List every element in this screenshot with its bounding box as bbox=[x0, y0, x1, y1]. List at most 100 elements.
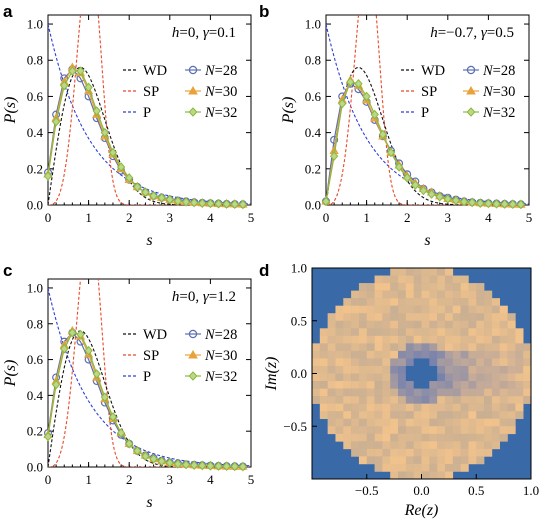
heatmap-cell bbox=[351, 373, 360, 382]
heatmap-cell bbox=[476, 441, 485, 450]
legend-entry: WD bbox=[143, 63, 167, 79]
heatmap-cell bbox=[358, 448, 368, 457]
y-tick-label: 0.4 bbox=[27, 125, 44, 140]
heatmap-cell bbox=[507, 313, 516, 322]
heatmap-cell bbox=[374, 328, 383, 337]
heatmap-cell bbox=[390, 343, 399, 352]
heatmap-cell bbox=[468, 313, 477, 322]
heatmap-cell bbox=[413, 456, 422, 465]
heatmap-cell bbox=[491, 365, 501, 374]
heatmap-cell bbox=[398, 403, 407, 412]
heatmap-cell bbox=[421, 335, 430, 344]
heatmap-cell bbox=[468, 396, 477, 404]
heatmap-cell bbox=[476, 350, 485, 359]
heatmap-cell bbox=[460, 328, 469, 337]
heatmap-cell bbox=[444, 350, 454, 359]
heatmap-cell bbox=[515, 328, 524, 337]
heatmap-cell bbox=[405, 350, 414, 359]
heatmap-cell bbox=[452, 290, 461, 299]
heatmap-cell bbox=[405, 298, 414, 306]
heatmap-cell bbox=[390, 305, 399, 314]
heatmap-cell bbox=[429, 411, 438, 420]
heatmap-cell bbox=[382, 313, 391, 322]
legend-entry: SP bbox=[421, 84, 437, 100]
heatmap-cell bbox=[366, 290, 375, 299]
plot-frame bbox=[47, 278, 252, 468]
heatmap-cell bbox=[476, 433, 485, 442]
y-tick-label: 0.4 bbox=[27, 388, 44, 403]
heatmap-cell bbox=[452, 350, 461, 359]
data-point bbox=[173, 459, 183, 469]
heatmap-cell bbox=[484, 290, 493, 299]
heatmap-cell bbox=[374, 365, 383, 374]
heatmap-cell bbox=[374, 463, 383, 472]
panel-annotation: h=0, γ=1.2 bbox=[172, 289, 236, 305]
heatmap-cell bbox=[358, 426, 368, 435]
heatmap-cell bbox=[452, 388, 461, 397]
y-tick-label: 0.8 bbox=[305, 53, 321, 68]
x-tick-label: 0 bbox=[323, 210, 330, 225]
heatmap-cell bbox=[327, 343, 336, 352]
heatmap-cell bbox=[327, 313, 336, 322]
heatmap-cell bbox=[499, 388, 508, 397]
heatmap-cell bbox=[390, 396, 399, 404]
data-point bbox=[198, 198, 207, 208]
heatmap-cell bbox=[507, 396, 516, 404]
legend-marker bbox=[188, 329, 198, 339]
x-tick-label: 0.5 bbox=[468, 483, 484, 498]
heatmap-cell bbox=[476, 328, 485, 337]
data-point bbox=[76, 329, 85, 340]
heatmap-cell bbox=[452, 283, 461, 291]
heatmap-cell bbox=[437, 335, 446, 344]
data-point bbox=[354, 79, 363, 89]
legend-marker bbox=[188, 349, 198, 359]
heatmap-cell bbox=[335, 320, 344, 329]
heatmap-cell bbox=[523, 343, 532, 352]
heatmap-cell bbox=[327, 381, 336, 389]
heatmap-cell bbox=[358, 388, 368, 397]
data-point bbox=[346, 77, 355, 87]
heatmap-cell bbox=[429, 433, 438, 442]
heatmap-cell bbox=[452, 305, 461, 314]
data-point bbox=[238, 199, 248, 210]
heatmap-cell bbox=[437, 313, 446, 322]
heatmap-cell bbox=[421, 283, 430, 291]
heatmap-cell bbox=[405, 463, 414, 472]
data-point bbox=[51, 379, 61, 390]
heatmap-cell bbox=[358, 441, 368, 450]
heatmap-cell bbox=[484, 396, 493, 404]
heatmap-cell bbox=[491, 411, 501, 420]
heatmap-cell bbox=[405, 268, 414, 276]
heatmap-cell bbox=[429, 290, 438, 299]
heatmap-cell bbox=[413, 328, 422, 337]
heatmap-cell bbox=[390, 358, 399, 367]
data-point bbox=[508, 199, 517, 210]
data-point bbox=[125, 173, 134, 183]
heatmap-cell bbox=[351, 335, 360, 344]
heatmap-cell bbox=[460, 343, 469, 352]
heatmap-cell bbox=[366, 403, 375, 412]
heatmap-cell bbox=[429, 373, 438, 382]
heatmap-cell bbox=[382, 441, 391, 450]
heatmap-cell bbox=[460, 305, 469, 314]
heatmap-cell bbox=[429, 268, 438, 276]
heatmap-cell bbox=[499, 305, 508, 314]
heatmap-cell bbox=[366, 456, 375, 465]
heatmap-cell bbox=[413, 373, 422, 382]
heatmap-cell bbox=[437, 283, 446, 291]
data-point bbox=[419, 185, 428, 196]
heatmap-cell bbox=[343, 350, 352, 359]
heatmap-cell bbox=[499, 381, 508, 389]
data-point bbox=[43, 431, 53, 442]
heatmap-cell bbox=[335, 426, 344, 435]
heatmap-cell bbox=[366, 298, 375, 306]
heatmap-cell bbox=[476, 373, 485, 382]
heatmap-cell bbox=[398, 381, 407, 389]
legend-entry: SP bbox=[143, 348, 159, 364]
heatmap-cell bbox=[390, 456, 399, 465]
heatmap-cell bbox=[507, 403, 516, 412]
heatmap-cell bbox=[343, 305, 352, 314]
heatmap-cell bbox=[343, 298, 352, 306]
heatmap-cell bbox=[366, 433, 375, 442]
heatmap-cell bbox=[413, 358, 422, 367]
